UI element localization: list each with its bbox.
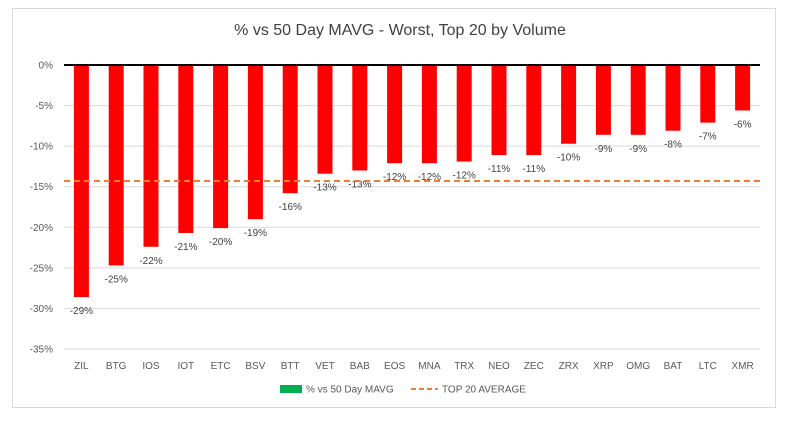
data-label: -8%: [664, 140, 682, 151]
legend: % vs 50 Day MAVG TOP 20 AVERAGE: [280, 385, 526, 396]
data-labels: -29% -25% -22% -21% -20% -19% -16% -13% -13% -12%…: [70, 119, 752, 317]
x-tick-label: NEO: [488, 361, 510, 372]
legend-label-average: TOP 20 AVERAGE: [442, 385, 526, 396]
data-label: -29%: [70, 306, 93, 317]
legend-label-bars: % vs 50 Day MAVG: [306, 385, 394, 396]
bar-btt: [282, 65, 298, 194]
y-axis: 0% -5% -10% -15% -20% -25% -30% -35%: [30, 61, 53, 356]
legend-swatch-bars: [280, 385, 302, 393]
data-label: -10%: [557, 153, 580, 164]
bar-bsv: [247, 65, 263, 220]
bar-btg: [108, 65, 124, 266]
x-tick-label: BSV: [245, 361, 265, 372]
x-tick-label: VET: [315, 361, 334, 372]
bar-eos: [387, 65, 403, 164]
x-tick-label: ZIL: [74, 361, 89, 372]
data-label: -11%: [522, 164, 545, 175]
x-tick-label: XRP: [593, 361, 614, 372]
data-label: -20%: [209, 237, 232, 248]
bar-bat: [665, 65, 681, 131]
x-tick-label: BTT: [281, 361, 300, 372]
x-tick-label: ZEC: [524, 361, 544, 372]
x-axis: ZIL BTG IOS IOT ETC BSV BTT VET BAB EOS MNA TRX NEO Z…: [64, 64, 760, 372]
bar-ios: [143, 65, 159, 247]
bar-xrp: [595, 65, 611, 135]
x-tick-label: IOT: [177, 361, 194, 372]
y-tick-label: -10%: [30, 142, 53, 153]
data-label: -12%: [453, 171, 476, 182]
data-label: -21%: [174, 242, 197, 253]
x-tick-label: OMG: [626, 361, 650, 372]
bar-neo: [491, 65, 507, 156]
x-tick-label: XMR: [731, 361, 753, 372]
y-tick-label: -30%: [30, 304, 53, 315]
x-tick-label: ZRX: [559, 361, 579, 372]
x-tick-label: LTC: [699, 361, 717, 372]
data-label: -9%: [629, 144, 647, 155]
bar-iot: [178, 65, 194, 233]
x-tick-label: BAT: [664, 361, 683, 372]
bar-etc: [213, 65, 229, 229]
bar-zec: [526, 65, 542, 156]
data-label: -6%: [734, 119, 752, 130]
data-label: -22%: [139, 256, 162, 267]
data-label: -13%: [348, 179, 371, 190]
data-label: -7%: [699, 132, 717, 143]
x-tick-label: BAB: [350, 361, 370, 372]
data-label: -19%: [244, 228, 267, 239]
x-tick-label: IOS: [142, 361, 160, 372]
data-label: -12%: [418, 172, 441, 183]
data-label: -16%: [279, 202, 302, 213]
x-tick-label: MNA: [418, 361, 441, 372]
x-tick-label: EOS: [384, 361, 405, 372]
bar-ltc: [700, 65, 716, 123]
data-label: -25%: [105, 274, 128, 285]
bar-mna: [421, 65, 437, 164]
bar-zil: [73, 65, 89, 298]
data-label: -13%: [313, 183, 336, 194]
bar-bab: [352, 65, 368, 171]
data-label: -12%: [383, 172, 406, 183]
bar-xmr: [735, 65, 751, 111]
data-label: -9%: [595, 144, 613, 155]
y-tick-label: -35%: [30, 345, 53, 356]
bar-zrx: [561, 65, 577, 144]
data-label: -11%: [488, 164, 511, 175]
y-tick-label: -15%: [30, 182, 53, 193]
y-tick-label: -5%: [35, 101, 53, 112]
y-tick-label: -25%: [30, 263, 53, 274]
x-tick-label: TRX: [454, 361, 474, 372]
bar-vet: [317, 65, 333, 174]
y-tick-label: -20%: [30, 223, 53, 234]
bar-omg: [630, 65, 646, 135]
x-tick-label: ETC: [211, 361, 231, 372]
chart-title: % vs 50 Day MAVG - Worst, Top 20 by Volu…: [234, 22, 566, 39]
y-tick-label: 0%: [39, 61, 54, 72]
bar-trx: [456, 65, 472, 162]
x-tick-label: BTG: [106, 361, 127, 372]
gridlines: [64, 105, 760, 350]
